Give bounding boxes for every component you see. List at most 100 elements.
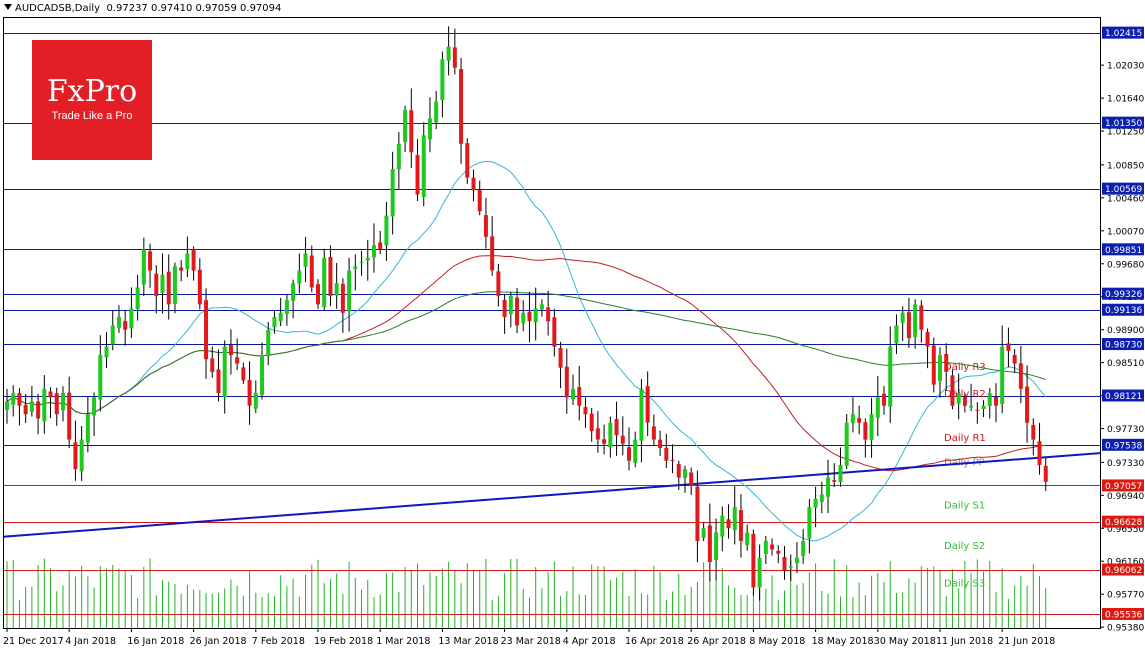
- candle: [633, 431, 638, 468]
- candle-body: [73, 442, 78, 470]
- candle: [838, 447, 843, 487]
- candle: [303, 236, 308, 283]
- candle: [850, 397, 855, 433]
- candle-body: [390, 169, 395, 217]
- candle: [539, 299, 544, 317]
- candle: [42, 375, 47, 434]
- candle-body: [260, 355, 265, 395]
- candle: [241, 362, 246, 385]
- price-tag-bg: [1102, 438, 1144, 451]
- candle-body: [850, 414, 855, 424]
- price-tag-label: 0.99326: [1105, 290, 1142, 300]
- candle-body: [334, 283, 339, 296]
- price-tick-label: 1.00460: [1107, 194, 1144, 204]
- candle-body: [633, 439, 638, 463]
- candle-body: [695, 486, 700, 541]
- candle-body: [359, 262, 364, 264]
- candle-body: [222, 346, 227, 398]
- candle: [490, 216, 495, 276]
- candle-body: [788, 566, 793, 568]
- price-tag-bg: [1102, 182, 1144, 195]
- candle-body: [564, 366, 569, 398]
- candle: [552, 308, 557, 357]
- candle: [415, 139, 420, 201]
- candle: [409, 88, 414, 168]
- candle-body: [154, 273, 159, 296]
- candle-body: [210, 358, 215, 372]
- pivot-label: Daily S3: [944, 578, 985, 589]
- fxpro-logo: FxPro Trade Like a Pro: [32, 40, 152, 160]
- candle: [502, 294, 507, 334]
- candle-body: [452, 47, 457, 68]
- candle-body: [166, 271, 171, 305]
- candle: [11, 385, 16, 417]
- candle-body: [483, 215, 488, 237]
- candle: [309, 245, 314, 293]
- candle-body: [589, 413, 594, 432]
- date-tick-label: 1 Mar 2018: [376, 636, 430, 647]
- trendline[interactable]: [2, 452, 1101, 538]
- candle: [832, 463, 837, 488]
- candle: [651, 414, 656, 446]
- candle: [857, 405, 862, 435]
- candle-body: [216, 369, 221, 394]
- pivot-label: Daily S2: [944, 541, 985, 552]
- date-tick-label: 26 Apr 2018: [687, 636, 746, 647]
- candle-body: [48, 391, 53, 398]
- candle-body: [664, 447, 669, 461]
- candle-body: [191, 249, 196, 271]
- candle: [73, 420, 78, 481]
- date-tick-label: 7 Feb 2018: [252, 636, 305, 647]
- candle: [440, 51, 445, 118]
- candle: [477, 180, 482, 216]
- candle-body: [116, 317, 121, 328]
- candle: [284, 294, 289, 326]
- chart-menu-triangle-icon[interactable]: [4, 4, 12, 10]
- date-tick-label: 26 Jan 2018: [190, 636, 247, 647]
- candle-body: [521, 312, 526, 324]
- candle-body: [415, 155, 420, 195]
- candle-body: [135, 287, 140, 310]
- candle-body: [365, 257, 370, 261]
- candle: [645, 371, 650, 437]
- candle: [340, 278, 345, 333]
- candle: [707, 503, 712, 582]
- date-tick-label: 4 Apr 2018: [563, 636, 616, 647]
- candle: [278, 297, 283, 327]
- candle-body: [794, 557, 799, 564]
- candle-body: [446, 46, 451, 61]
- candle: [36, 393, 41, 435]
- candle-body: [459, 69, 464, 144]
- price-tick-label: 0.98900: [1107, 326, 1144, 336]
- date-axis[interactable]: 21 Dec 2017 4 Jan 2018 16 Jan 2018 26 Jan 2…: [3, 628, 1055, 647]
- candle-body: [894, 325, 899, 344]
- candle: [819, 481, 824, 514]
- price-tag-bg: [1102, 26, 1144, 39]
- moving-averages: [6, 160, 1047, 542]
- candle-body: [477, 190, 482, 212]
- candle-body: [602, 439, 607, 444]
- candle: [222, 340, 227, 414]
- level-lines[interactable]: [3, 33, 1100, 615]
- price-tick-label: 0.99680: [1107, 260, 1144, 270]
- candle-body: [141, 249, 146, 285]
- candle: [160, 253, 165, 314]
- candle-body: [297, 270, 302, 284]
- date-tick-label: 19 Feb 2018: [314, 636, 373, 647]
- price-tag-bg: [1102, 287, 1144, 300]
- candle: [235, 338, 240, 371]
- price-tag-label: 0.98121: [1105, 392, 1142, 402]
- candle: [508, 291, 513, 328]
- candle-body: [993, 397, 998, 406]
- candle: [577, 365, 582, 421]
- candle-body: [900, 312, 905, 324]
- candle-body: [303, 253, 308, 267]
- price-tag: 0.96628: [1102, 515, 1144, 528]
- candle: [421, 122, 426, 207]
- candle: [496, 263, 501, 307]
- candle-body: [284, 300, 289, 314]
- candle-body: [1037, 441, 1042, 465]
- ohlc-values: 0.97237 0.97410 0.97059 0.97094: [106, 3, 282, 14]
